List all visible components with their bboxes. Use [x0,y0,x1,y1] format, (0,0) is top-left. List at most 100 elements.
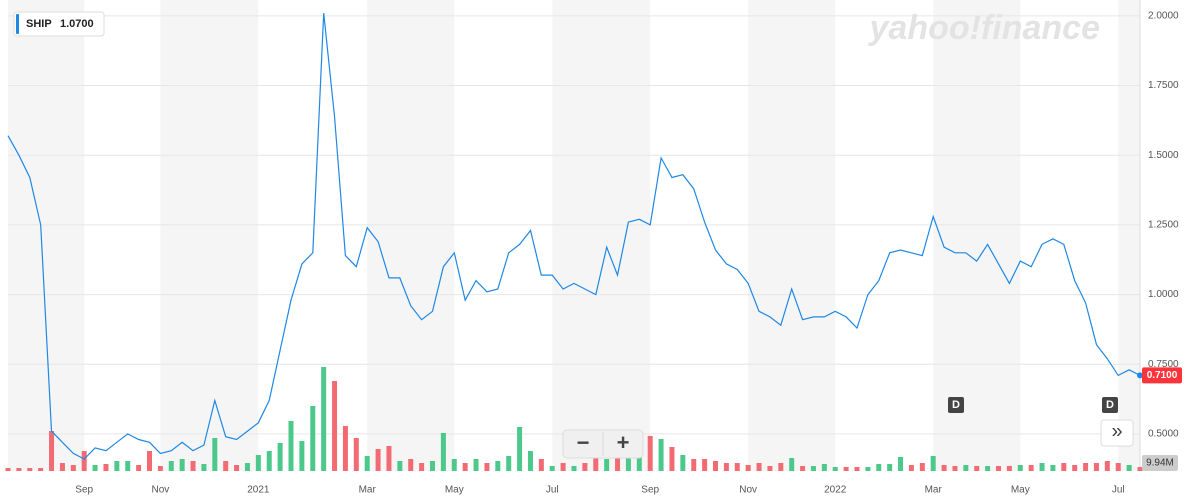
x-tick-label: Nov [151,485,169,496]
volume-bar [59,463,65,471]
volume-bar [332,381,338,471]
y-tick-label: 0.5000 [1148,429,1179,440]
volume-bar [734,463,740,471]
volume-bar [440,433,446,471]
volume-bar [103,464,109,471]
volume-bar [1072,465,1078,471]
volume-bar [745,465,751,471]
period-band [160,0,259,471]
volume-bar [1028,465,1034,471]
volume-bar [887,464,893,471]
volume-bar [974,466,980,471]
event-marker [948,397,964,413]
volume-bar [201,464,207,471]
volume-bar [430,461,435,471]
volume-bar [593,451,599,471]
more-label[interactable]: » [1111,420,1122,442]
volume-bar [560,463,566,471]
volume-bar [865,467,871,471]
volume-bar [223,461,229,471]
last-price-tag [1142,367,1182,384]
y-tick-label: 1.0000 [1148,289,1179,300]
volume-bar [321,367,327,471]
volume-bar [1093,463,1099,471]
volume-bar [952,466,958,471]
volume-bar [157,466,163,471]
price-line [7,13,1141,460]
volume-bar [549,466,555,471]
volume-bar [27,468,33,471]
legend-swatch [16,14,19,34]
more-button[interactable] [1100,419,1134,447]
last-price-label: 0.7100 [1147,370,1178,381]
volume-bar [288,421,294,471]
volume-bar [625,456,631,471]
volume-bar [1083,463,1089,471]
event-label: D [1106,399,1114,411]
volume-bar [5,468,11,471]
brand-logo: yahoo!finance [868,9,1100,47]
x-tick-label: Sep [75,485,93,496]
volume-bar [843,467,849,471]
event-marker [1102,397,1118,413]
volume-bar [615,449,621,471]
volume-bar [941,465,947,471]
volume-bar [168,461,174,471]
y-tick-label: 1.5000 [1148,150,1179,161]
volume-bar [386,446,392,471]
volume-bar [571,466,577,471]
volume-bar [1115,463,1121,471]
volume-bar [658,439,664,471]
volume-bar [854,467,860,471]
volume-bar [647,436,653,471]
volume-bar [1137,467,1143,471]
volume-bar [767,466,773,471]
event-label: D [952,399,960,411]
volume-bar [495,461,501,471]
volume-bar [1126,465,1132,471]
volume-bar [212,438,218,471]
x-tick-label: Mar [925,485,943,496]
volume-bar [832,467,838,471]
volume-bar [81,451,87,471]
x-tick-label: May [1011,485,1030,496]
x-tick-label: Jul [546,485,559,496]
volume-bar [190,461,196,471]
volume-bar [266,451,272,471]
volume-bar [147,451,152,471]
volume-bar [691,459,697,471]
volume-bar [125,461,131,471]
period-band [1118,0,1140,471]
volume-bar [49,431,55,471]
x-tick-label: 2022 [824,485,847,496]
volume-bar [364,456,370,471]
volume-bar [342,426,348,471]
period-band [367,0,455,471]
volume-bar [1050,465,1056,471]
volume-bar [669,447,675,471]
volume-bar [985,466,991,471]
volume-bar [789,458,795,471]
volume-bar [277,443,283,471]
volume-bar [680,455,686,471]
volume-bar [408,459,414,471]
volume-bar [996,466,1001,471]
volume-bar [397,461,403,471]
volume-bar [179,459,185,471]
zoom-in[interactable]: + [617,430,630,455]
zoom-out[interactable]: − [577,430,590,455]
volume-bar [484,463,490,471]
volume-bar [821,464,827,471]
volume-bar [919,463,925,471]
volume-bar [353,438,359,471]
volume-bar [38,468,44,471]
volume-bar [723,463,729,471]
y-tick-label: 2.0000 [1148,11,1179,22]
volume-tag [1142,455,1178,471]
volume-bar [16,468,22,471]
volume-bar [375,449,381,471]
x-tick-label: 2021 [247,485,270,496]
legend-value: 1.0700 [60,18,94,30]
volume-bar [898,457,904,471]
